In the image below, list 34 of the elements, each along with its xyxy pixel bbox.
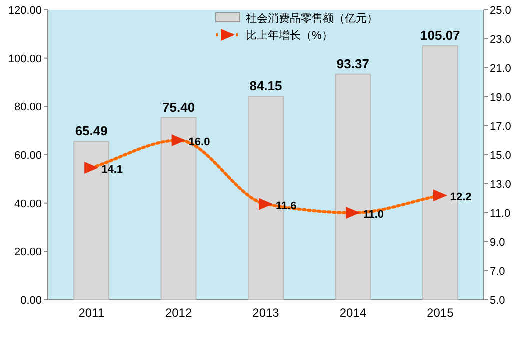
data-label: 105.07 [420, 28, 460, 44]
data-label: 75.40 [162, 100, 196, 115]
y2-tick-label: 9.0 [490, 237, 506, 249]
y-tick-label: 60.00 [14, 150, 42, 162]
y-tick-label: 0.00 [20, 295, 42, 307]
y2-tick-label: 15.0 [490, 150, 512, 162]
data-label: 14.1 [102, 164, 124, 176]
y2-tick-label: 25.0 [490, 5, 512, 17]
y2-tick-label: 13.0 [490, 179, 512, 191]
y2-tick-label: 5.0 [490, 295, 506, 307]
data-label: 93.37 [336, 56, 370, 72]
x-tick-label: 2015 [427, 306, 454, 320]
data-label: 65.49 [75, 124, 108, 139]
y-tick-label: 80.00 [14, 102, 42, 114]
y2-tick-label: 21.0 [490, 63, 512, 75]
x-tick-label: 2013 [252, 306, 280, 320]
x-tick-label: 2014 [340, 306, 367, 320]
data-label: 11.0 [363, 209, 384, 221]
data-label: 16.0 [188, 136, 210, 148]
y-tick-label: 20.00 [14, 246, 42, 259]
legend-label: 比上年增长（%） [246, 29, 333, 42]
y-tick-label: 40.00 [14, 198, 42, 210]
data-label: 12.2 [450, 192, 472, 204]
data-label: 84.15 [250, 78, 282, 94]
legend-label: 社会消费品零售额（亿元） [246, 12, 378, 25]
y2-tick-label: 23.0 [490, 34, 512, 46]
y2-tick-label: 7.0 [490, 266, 506, 278]
y2-tick-label: 19.0 [490, 92, 512, 104]
y-tick-label: 120.00 [8, 5, 42, 17]
y2-tick-label: 11.0 [490, 208, 511, 220]
x-tick-label: 2012 [165, 306, 192, 320]
x-tick-label: 2011 [78, 306, 105, 320]
y-tick-label: 100.00 [8, 53, 42, 66]
y2-tick-label: 17.0 [490, 121, 512, 133]
